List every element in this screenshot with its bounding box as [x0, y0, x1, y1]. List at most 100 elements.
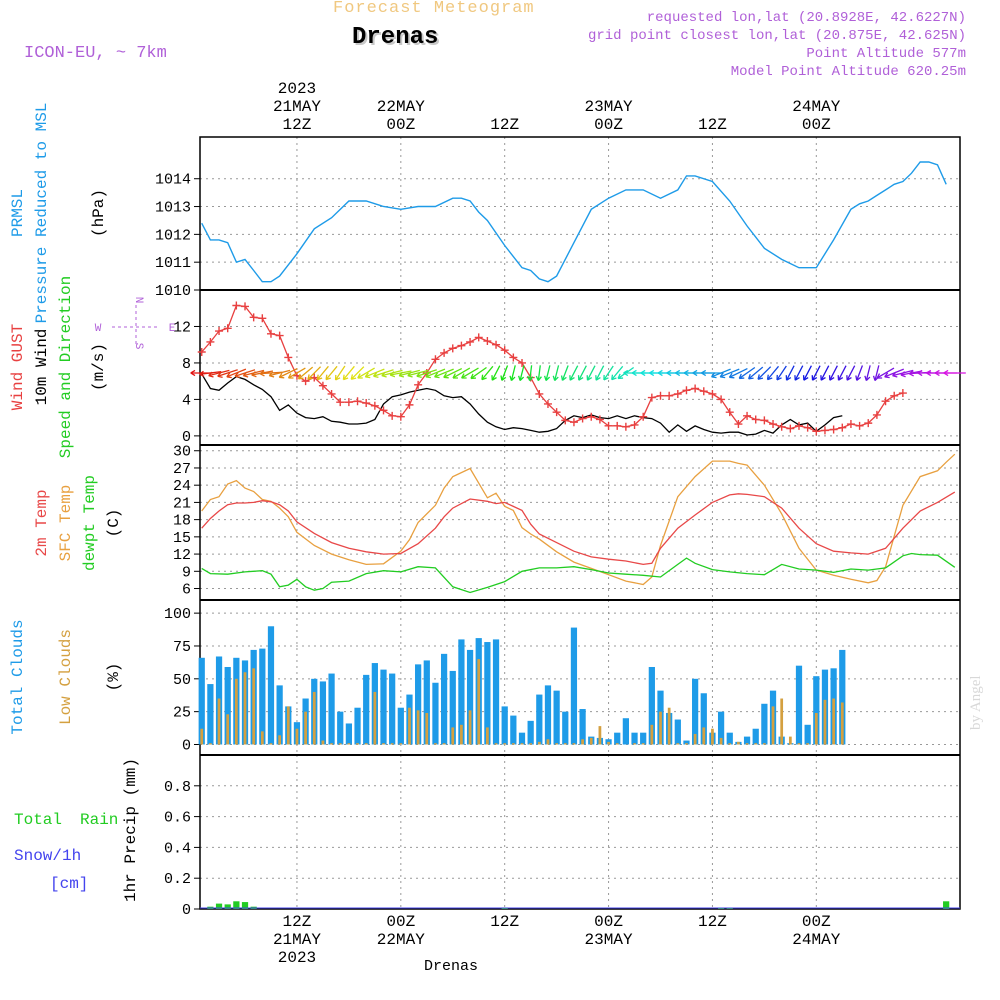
low-clouds-bar — [321, 740, 325, 745]
wind-arrow-shaft — [786, 365, 795, 381]
low-clouds-bar — [260, 731, 264, 745]
wind-arrow — [334, 365, 346, 381]
wind-tick-label: 8 — [182, 356, 191, 373]
wind-arrow-head — [728, 372, 735, 379]
gust-point — [232, 301, 241, 310]
total-clouds-bar — [839, 649, 846, 745]
compass-east: E — [169, 323, 176, 335]
gust-point — [794, 421, 803, 430]
clouds-tick-label: 75 — [173, 639, 191, 656]
total-clouds-bar — [813, 676, 820, 745]
total-clouds-bar — [259, 648, 266, 745]
wind-arrow-head — [500, 375, 507, 381]
total-clouds-bar — [224, 666, 231, 745]
gust-point — [483, 337, 492, 346]
low-clouds-bar — [659, 711, 662, 745]
gust-point — [881, 397, 890, 406]
low-clouds-bar — [650, 724, 654, 745]
gust-point — [769, 420, 778, 429]
requested-coords: requested lon,lat (20.8928E, 42.6227N) — [646, 10, 966, 26]
total-clouds-bar — [752, 728, 759, 745]
gust-point — [803, 423, 812, 432]
bottom-time-label: 12Z — [283, 913, 312, 931]
low-clouds-bar — [589, 737, 593, 745]
wind-arrow-shaft — [811, 365, 821, 381]
wind-arrow-head — [416, 372, 422, 378]
wind-arrow-shaft — [876, 367, 895, 379]
low-clouds-bar — [460, 724, 463, 745]
gust-point — [474, 333, 483, 342]
low-clouds-bar — [529, 743, 533, 745]
wind-arrow-shaft — [350, 366, 365, 380]
gust-point — [448, 344, 457, 353]
wind-arrow-shaft — [357, 367, 375, 379]
wind-arrow — [846, 365, 856, 381]
total-clouds-bar — [726, 732, 733, 745]
wind-arrow-head — [837, 375, 844, 381]
wind-arrow-head — [776, 374, 782, 381]
wind-arrow — [943, 369, 966, 377]
wind-direction-label: Speed and Direction — [57, 276, 75, 458]
precip-label: 1hr Precip (mm) — [122, 758, 140, 902]
total-rain-label: Rain — [80, 811, 118, 829]
temperature-tick-label: 9 — [182, 564, 191, 581]
wind-arrow-shaft — [373, 369, 394, 377]
gust-point — [431, 355, 440, 364]
wind-arrow-head — [828, 375, 835, 381]
low-clouds-bar — [745, 743, 749, 745]
low-clouds-bar — [364, 743, 368, 745]
temp2m-label: 2m Temp — [33, 489, 51, 556]
wind-arrow-head — [342, 374, 349, 381]
wind-arrow-shaft — [803, 365, 812, 381]
wind-arrow-head — [666, 369, 672, 377]
wind-arrow-shaft — [586, 365, 596, 381]
wind-arrow-shaft — [298, 366, 314, 380]
gust-point — [786, 424, 795, 433]
temperature-tick-label: 18 — [173, 513, 191, 530]
gust-point — [266, 329, 275, 338]
compass-cross — [112, 305, 160, 345]
low-clouds-bar — [737, 741, 740, 745]
wind-arrow-shaft — [416, 369, 437, 377]
gust-point — [639, 412, 648, 421]
wind-arrow-head — [611, 374, 617, 381]
low-clouds-bar — [788, 736, 792, 745]
gust-point — [336, 398, 345, 407]
wind-arrow-head — [226, 372, 232, 379]
pressure-tick-label: 1012 — [155, 227, 191, 244]
wind-arrow — [719, 368, 740, 379]
top-time-label: 2023 — [278, 80, 316, 98]
wind-arrow-head — [577, 375, 584, 381]
low-clouds-bar — [520, 743, 524, 745]
point-altitude: Point Altitude 577m — [806, 46, 966, 62]
wind-arrow-shaft — [269, 369, 291, 377]
wind-arrow-shaft — [288, 367, 306, 379]
wind-arrow-shaft — [856, 365, 864, 381]
wind-arrow-shaft — [767, 365, 780, 381]
wind-arrow — [481, 365, 494, 381]
wind-arrow — [199, 370, 222, 377]
wind-arrow-head — [389, 371, 396, 378]
wind-arrow — [569, 365, 579, 381]
wind-arrow — [876, 367, 895, 379]
wind-arrow-shaft — [603, 365, 614, 381]
wind-arrow-head — [595, 375, 601, 381]
wind-arrow — [728, 367, 748, 379]
gust-point — [613, 421, 622, 430]
gust-point — [829, 425, 838, 434]
temperature-tick-label: 30 — [173, 444, 191, 461]
wind-arrow-head — [649, 369, 655, 377]
wind-arrow-shaft — [208, 369, 230, 377]
temperature-tick-label: 21 — [173, 495, 191, 512]
gust-point — [509, 353, 518, 362]
gust-point — [301, 377, 310, 386]
low-clouds-bar — [338, 743, 342, 745]
top-time-label: 00Z — [802, 116, 831, 134]
wind-arrow-head — [251, 371, 257, 378]
low-clouds-bar — [356, 743, 359, 745]
wind-arrow-head — [811, 375, 818, 381]
wind-arrow-shaft — [837, 365, 847, 381]
total-clouds-bar — [432, 682, 439, 745]
total-clouds-bar — [795, 665, 803, 745]
gust-point — [197, 348, 206, 356]
